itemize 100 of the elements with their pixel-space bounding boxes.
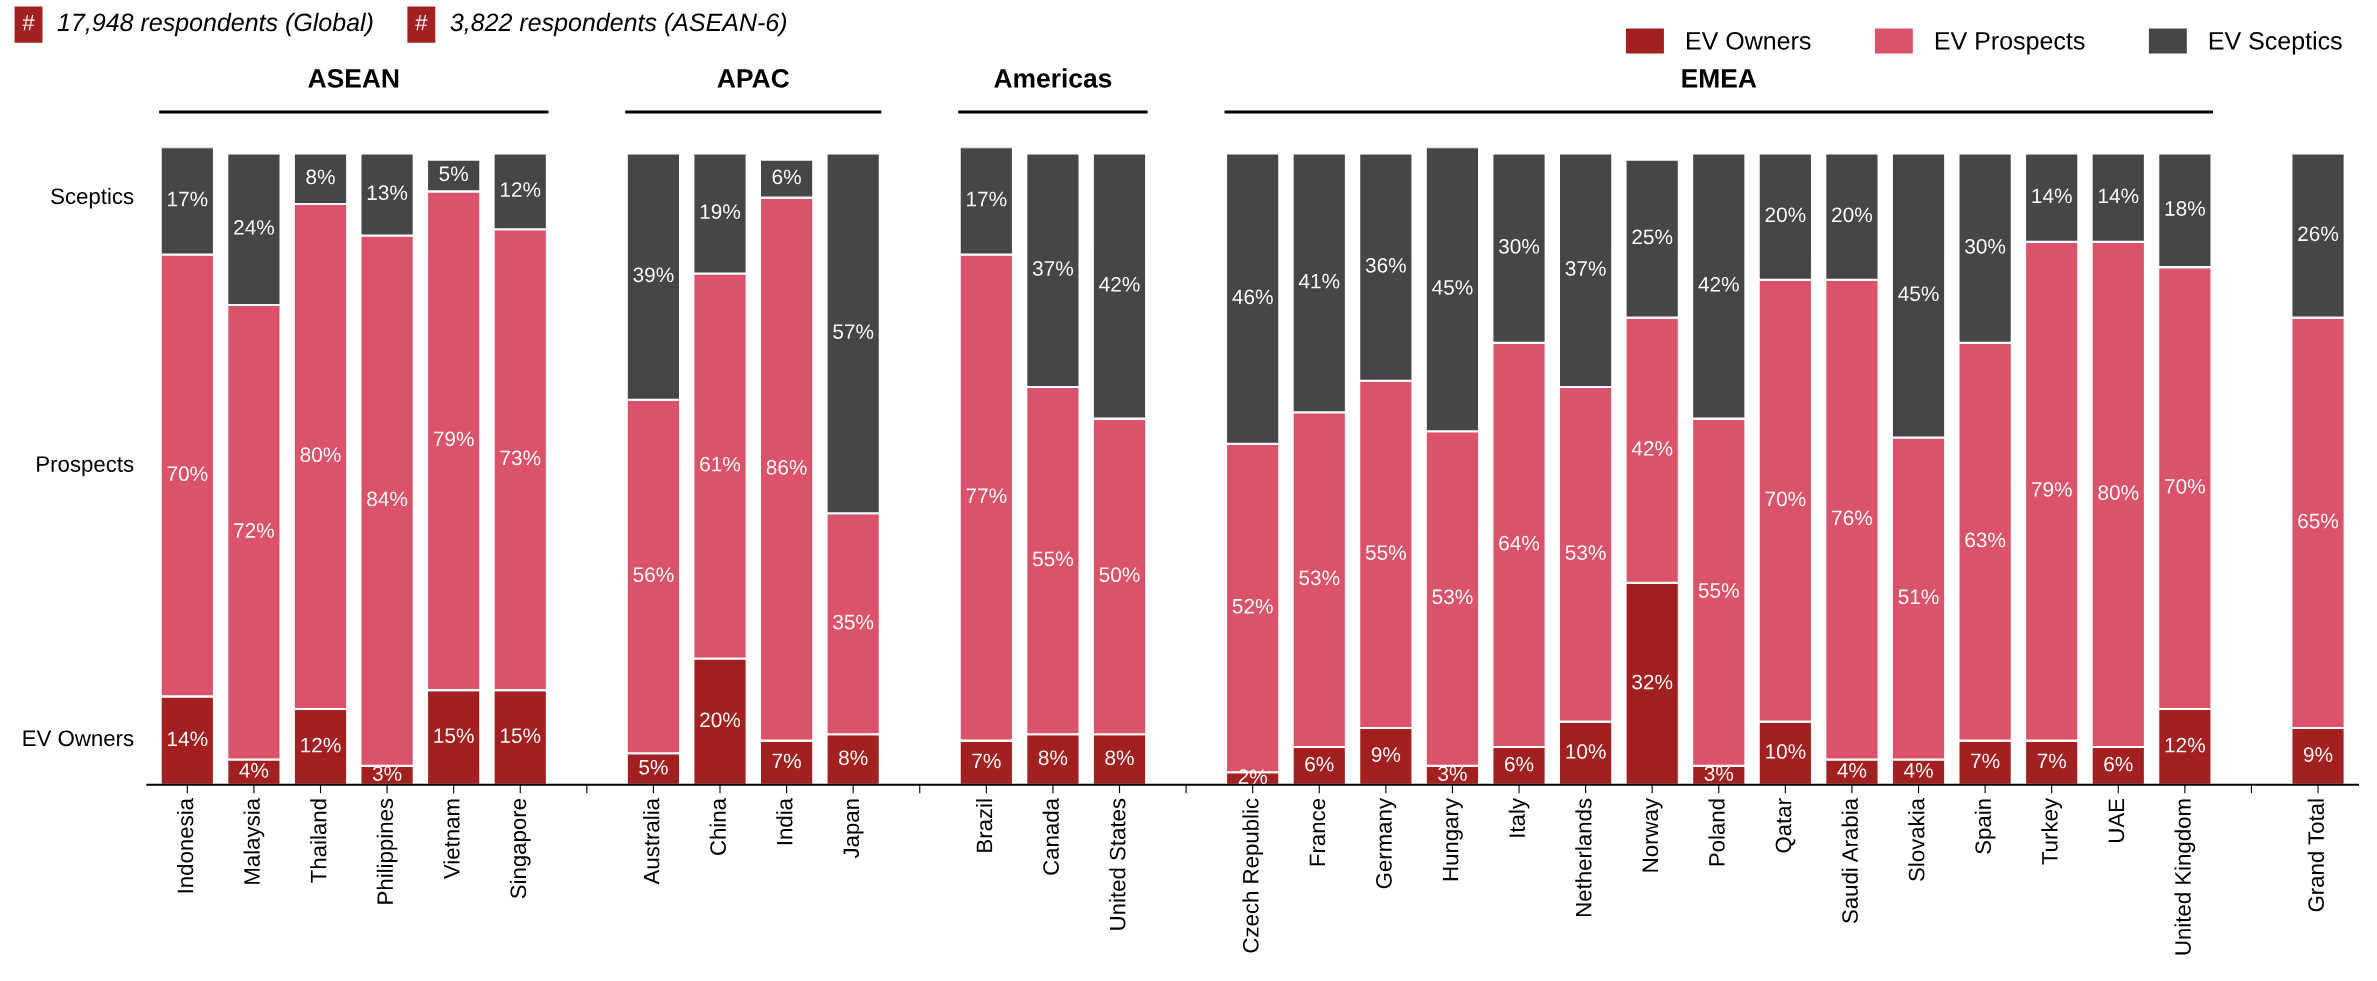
- data-label: 14%: [2099, 188, 2139, 204]
- x-tick-label: Singapore: [509, 798, 531, 899]
- data-label: 35%: [833, 614, 874, 630]
- data-label: 24%: [234, 220, 275, 235]
- data-label: 8%: [839, 750, 868, 766]
- data-label: 53%: [1432, 589, 1473, 605]
- x-tick-label: Spain: [1974, 799, 1996, 854]
- data-label: 6%: [2104, 756, 2133, 772]
- data-label: 80%: [2098, 485, 2139, 500]
- data-label: 12%: [301, 737, 341, 753]
- data-label: 86%: [766, 459, 807, 475]
- x-tick-label: Slovakia: [1908, 797, 1925, 881]
- x-tick-label: Japan: [843, 799, 864, 859]
- data-label: 64%: [1499, 535, 1540, 551]
- data-label: 56%: [633, 567, 674, 583]
- data-label: 17%: [168, 191, 208, 207]
- data-label: 3%: [1704, 766, 1734, 781]
- data-label: 7%: [772, 753, 801, 769]
- data-label: 13%: [367, 185, 408, 201]
- x-tick-label: Hungary: [1442, 798, 1463, 881]
- data-label: 14%: [168, 731, 208, 747]
- data-label: 50%: [1099, 567, 1140, 583]
- data-label: 8%: [1105, 750, 1134, 766]
- x-tick-label: Canada: [1042, 797, 1059, 875]
- data-label: 70%: [2165, 478, 2205, 494]
- x-tick-label: Qatar: [1775, 798, 1796, 853]
- data-label: 6%: [772, 169, 801, 185]
- data-label: 17%: [967, 191, 1007, 207]
- data-label: 10%: [1766, 744, 1806, 759]
- data-label: 7%: [2037, 753, 2067, 769]
- data-label: 15%: [500, 728, 541, 744]
- data-label: 20%: [1765, 207, 1806, 223]
- text: #: [22, 15, 35, 31]
- data-label: 41%: [1298, 273, 1340, 289]
- data-label: 8%: [306, 169, 335, 185]
- data-label: 4%: [239, 763, 269, 778]
- text: #: [415, 15, 428, 31]
- data-label: 37%: [1565, 261, 1606, 276]
- data-label: 6%: [1305, 756, 1334, 772]
- text: ASEAN: [308, 69, 399, 88]
- data-label: 42%: [1631, 441, 1673, 456]
- data-label: 30%: [1965, 239, 2006, 254]
- data-label: 5%: [639, 759, 668, 775]
- x-tick-label: Thailand: [310, 799, 327, 883]
- data-label: 45%: [1432, 280, 1473, 295]
- data-label: 57%: [833, 324, 874, 339]
- data-label: 15%: [434, 728, 474, 744]
- text: APAC: [717, 69, 789, 88]
- data-label: 7%: [1971, 753, 2000, 769]
- data-label: 12%: [500, 182, 541, 197]
- data-label: 36%: [1365, 257, 1406, 273]
- data-label: 84%: [367, 491, 408, 507]
- x-tick-label: Poland: [1708, 799, 1725, 866]
- data-label: 42%: [1698, 276, 1739, 292]
- x-tick-label: China: [709, 797, 726, 855]
- x-tick-label: Netherlands: [1575, 798, 1592, 916]
- text: Americas: [994, 68, 1112, 88]
- legend-label: EV Owners: [1687, 31, 1811, 50]
- data-label: 8%: [1038, 750, 1068, 766]
- x-tick-label: Brazil: [975, 799, 993, 852]
- x-tick-label: United Kingdom: [2174, 799, 2196, 955]
- data-label: 37%: [1032, 261, 1074, 276]
- data-label: 5%: [439, 166, 468, 182]
- x-tick-label: Germany: [1376, 798, 1397, 889]
- text: Prospects: [37, 456, 134, 477]
- x-tick-label: Czech Republic: [1242, 798, 1264, 953]
- x-tick-label: UAE: [2108, 798, 2125, 842]
- data-label: 19%: [700, 204, 741, 220]
- data-label: 55%: [1032, 551, 1074, 567]
- data-label: 65%: [2298, 513, 2339, 529]
- data-label: 53%: [1565, 545, 1606, 560]
- data-label: 3%: [1438, 766, 1467, 781]
- x-tick-label: Philippines: [376, 798, 398, 904]
- x-tick-label: Norway: [1642, 798, 1663, 872]
- data-label: 72%: [234, 523, 275, 538]
- data-label: 79%: [433, 431, 474, 447]
- data-label: 42%: [1099, 276, 1140, 292]
- data-label: 55%: [1365, 545, 1406, 560]
- data-label: 6%: [1505, 756, 1534, 772]
- data-label: 61%: [700, 456, 741, 472]
- x-tick-label: Grand Total: [2307, 799, 2324, 912]
- x-tick-label: Italy: [1508, 798, 1530, 837]
- data-label: 4%: [1837, 763, 1867, 778]
- data-label: 18%: [2165, 201, 2205, 216]
- data-label: 73%: [500, 450, 541, 466]
- data-label: 30%: [1498, 239, 1540, 254]
- data-label: 80%: [300, 447, 341, 463]
- x-tick-label: Australia: [643, 797, 660, 885]
- x-tick-label: Malaysia: [243, 797, 265, 884]
- data-label: 4%: [1903, 763, 1933, 778]
- data-label: 51%: [1898, 589, 1939, 605]
- data-label: 26%: [2298, 226, 2339, 242]
- data-label: 53%: [1299, 570, 1340, 586]
- legend-label: EV Sceptics: [2209, 31, 2342, 55]
- data-label: 7%: [972, 753, 1001, 769]
- x-tick-label: Vietnam: [443, 799, 460, 880]
- data-label: 12%: [2165, 737, 2205, 753]
- data-label: 77%: [966, 488, 1007, 504]
- data-label: 20%: [700, 712, 741, 728]
- x-tick-label: Turkey: [2041, 798, 2063, 865]
